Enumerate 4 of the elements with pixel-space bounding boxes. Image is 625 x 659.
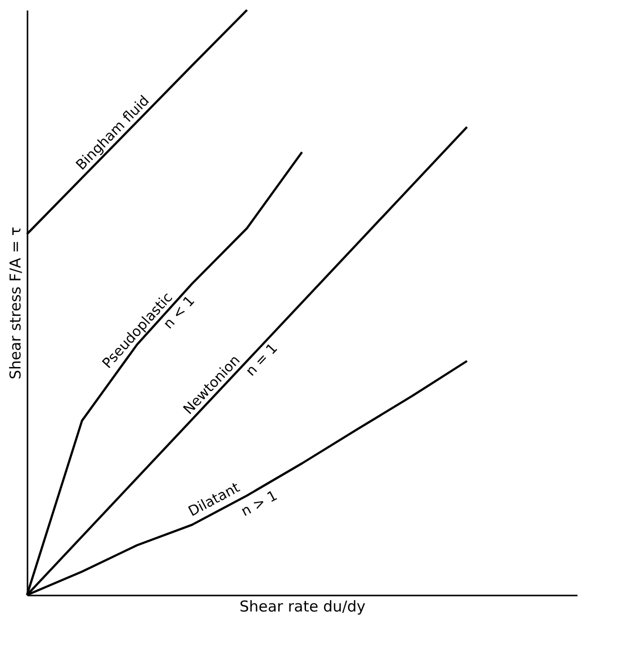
annotation: n = 1 [242,340,281,380]
x-axis-title: Shear rate du/dy [239,598,366,616]
annotation: n > 1 [238,488,280,520]
y-axis-title: Shear stress F/A = τ [6,226,24,380]
